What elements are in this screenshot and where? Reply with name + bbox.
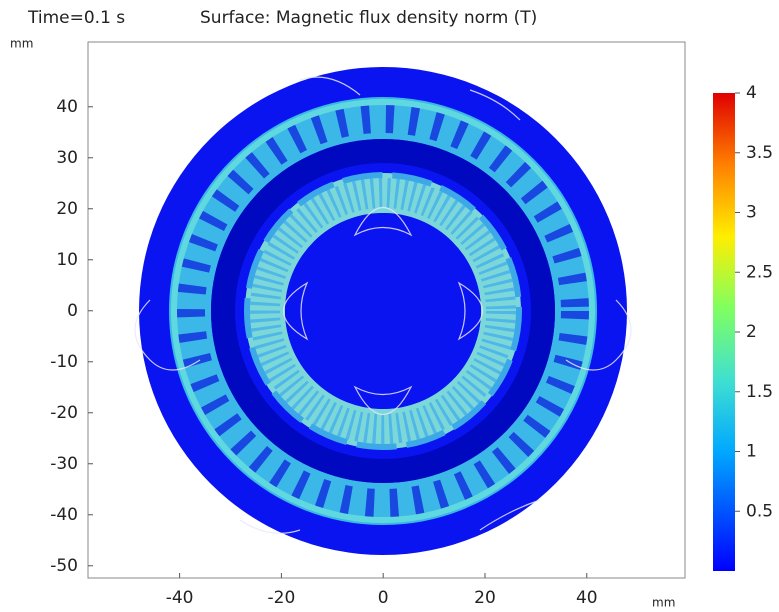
x-tick-label: 20	[474, 588, 496, 608]
inner-hole	[285, 213, 481, 409]
stator-slots	[175, 103, 591, 519]
colorbar-tick-label: 3.5	[746, 143, 773, 163]
x-tick-label: -20	[268, 588, 296, 608]
plot-frame	[87, 41, 686, 579]
rotor-edge	[244, 172, 522, 450]
colorbar-tick-label: 1.5	[746, 382, 773, 402]
y-tick-label: -10	[50, 352, 78, 372]
y-tick-label: 20	[56, 199, 78, 219]
colorbar-tick-label: 0.5	[746, 501, 773, 521]
x-unit: mm	[652, 596, 675, 610]
y-tick-label: -50	[50, 556, 78, 576]
colorbar-tick-label: 3	[746, 203, 757, 223]
colorbar-tick-label: 2.5	[746, 262, 773, 282]
y-tick-label: -20	[50, 403, 78, 423]
colorbar-tick-label: 4	[746, 83, 757, 103]
x-tick-label: 40	[576, 588, 598, 608]
y-unit: mm	[10, 37, 33, 51]
colorbar-tick-label: 2	[746, 322, 757, 342]
y-tick-label: 0	[67, 301, 78, 321]
colorbar	[713, 93, 735, 571]
rotor-hatching	[250, 178, 516, 444]
time-label: Time=0.1 s	[27, 8, 125, 28]
stator-edge	[171, 99, 595, 523]
y-tick-label: -40	[50, 505, 78, 525]
y-tick-label: 30	[56, 148, 78, 168]
chart-title: Surface: Magnetic flux density norm (T)	[200, 8, 537, 28]
y-tick-label: -30	[50, 454, 78, 474]
y-tick-label: 10	[56, 250, 78, 270]
colorbar-tick-label: 1	[746, 442, 757, 462]
x-tick-label: 0	[378, 588, 389, 608]
y-tick-label: 40	[56, 97, 78, 117]
field-lines	[134, 76, 632, 534]
air-gap	[211, 139, 555, 483]
x-tick-label: -40	[166, 588, 194, 608]
field-plot	[134, 67, 632, 555]
